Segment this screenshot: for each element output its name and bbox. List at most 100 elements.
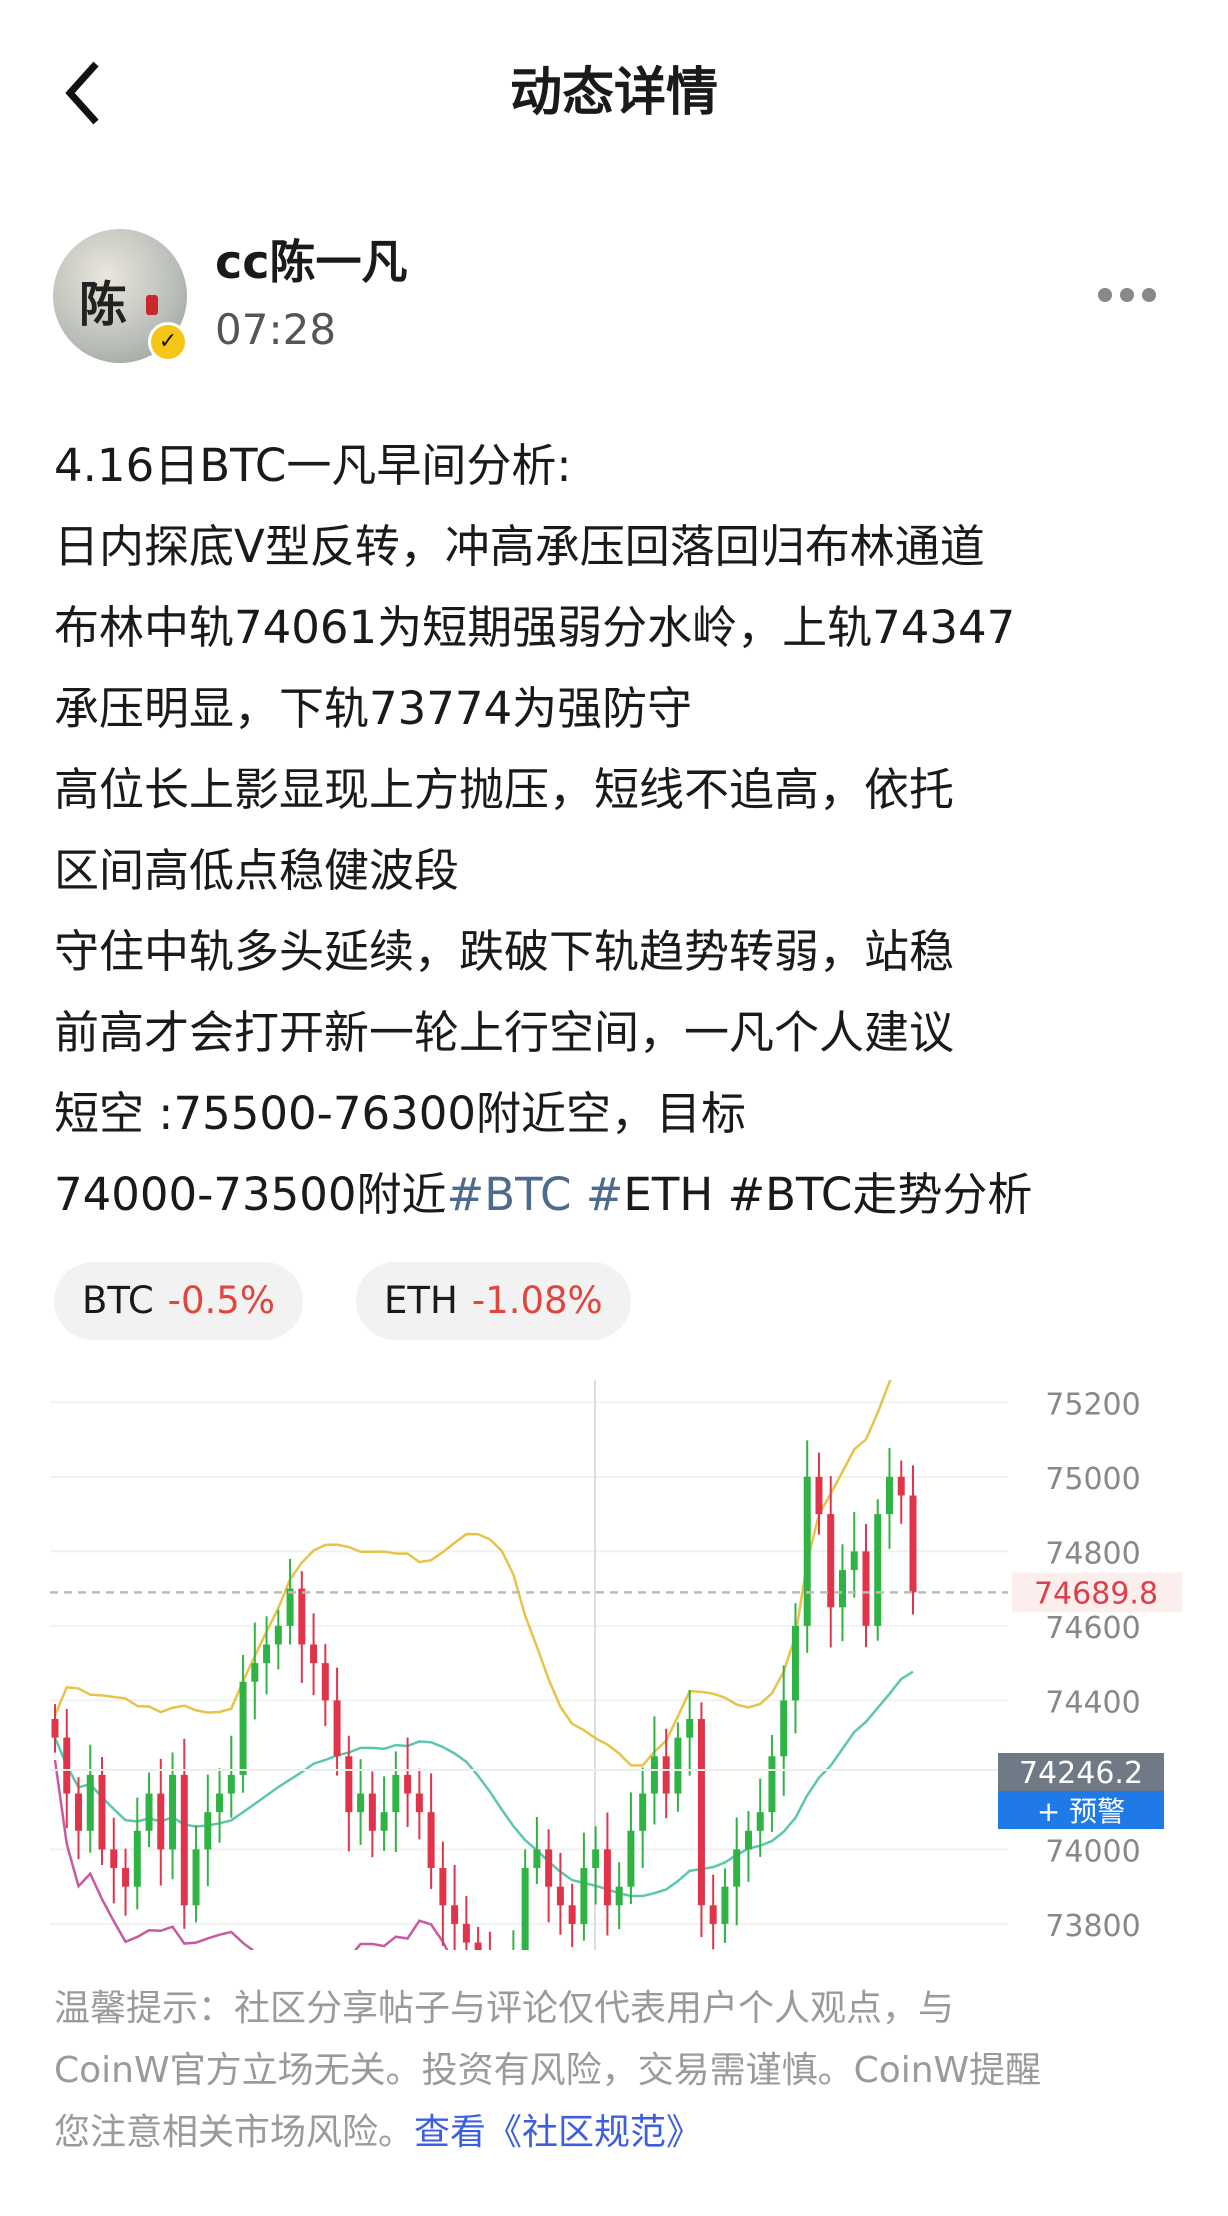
post-line: 4.16日BTC一凡早间分析: — [54, 439, 572, 492]
candle-body — [627, 1830, 635, 1887]
candle-body — [862, 1551, 870, 1626]
middle-band-line — [53, 1670, 914, 1898]
candle-body — [169, 1774, 177, 1850]
candle-body — [885, 1476, 893, 1515]
candle-body — [204, 1812, 212, 1850]
post-line: 布林中轨74061为短期强弱分水岭，上轨74347 — [54, 601, 1016, 654]
candle-body — [321, 1663, 329, 1701]
community-rules-link[interactable]: 查看《社区规范》 — [414, 2112, 703, 2153]
candle-body — [227, 1774, 235, 1794]
candle-body — [86, 1774, 94, 1831]
y-tick-label: 73800 — [1045, 1909, 1140, 1944]
candle-body — [521, 1868, 529, 1950]
candle-body — [780, 1700, 788, 1757]
candle-body — [674, 1737, 682, 1794]
page-title: 动态详情 — [509, 63, 718, 123]
candle-body — [791, 1625, 799, 1701]
post-line: 高位长上影显现上方抛压，短线不追高，依托 — [54, 763, 955, 816]
candle-body — [51, 1719, 59, 1738]
candle-body — [897, 1476, 905, 1496]
chip-btc[interactable]: BTC -0.5% — [54, 1262, 304, 1340]
post-line: 日内探底V型反转，冲高承压回落回归布林通道 — [54, 520, 985, 573]
candle-body — [157, 1793, 165, 1850]
post-line: 承压明显，下轨73774为强防守 — [54, 682, 693, 735]
candle-body — [75, 1793, 83, 1831]
candle-body — [392, 1774, 400, 1813]
author-name[interactable]: cc陈一凡 — [215, 235, 408, 289]
candle-body — [263, 1644, 271, 1664]
dot-icon — [1142, 288, 1156, 302]
post-text: 74000-73500附近 — [54, 1168, 447, 1221]
disclaimer: 温馨提示：社区分享帖子与评论仅代表用户个人观点，与 CoinW官方立场无关。投资… — [54, 1978, 1194, 2164]
upper-band-line — [53, 1380, 892, 1767]
post-content: 4.16日BTC一凡早间分析: 日内探底V型反转，冲高承压回落回归布林通道 布林… — [54, 425, 1194, 1235]
current-price-label: 74689.8 — [1034, 1576, 1158, 1611]
candle-body — [216, 1793, 224, 1813]
candle-body — [122, 1868, 130, 1887]
candle-body — [686, 1719, 694, 1738]
candle-body — [592, 1849, 600, 1869]
back-button[interactable] — [58, 58, 108, 128]
candle-body — [474, 1942, 482, 1950]
candle-body — [533, 1849, 541, 1869]
price-chart: 75200 75000 74800 74600 74400 74000 73800 74689… — [50, 1380, 1182, 1950]
dot-icon — [1098, 288, 1112, 302]
candle-body — [556, 1886, 564, 1906]
crosshair-price-tag — [998, 1753, 1164, 1791]
candle-body — [310, 1644, 318, 1664]
candle-body — [721, 1886, 729, 1924]
candle-body — [274, 1625, 282, 1645]
candle-body — [63, 1737, 71, 1794]
candle-body — [286, 1588, 294, 1626]
post-line: 前高才会打开新一轮上行空间，一凡个人建议 — [54, 1006, 955, 1059]
candle-body — [451, 1905, 459, 1924]
candle-body — [333, 1700, 341, 1757]
chip-eth[interactable]: ETH -1.08% — [356, 1262, 631, 1340]
candle-body — [815, 1476, 823, 1515]
chip-change: -1.08% — [471, 1279, 603, 1322]
verified-badge-icon: ✓ — [148, 322, 188, 362]
candle-body — [545, 1849, 553, 1887]
candle-body — [568, 1905, 576, 1924]
candle-body — [603, 1849, 611, 1906]
y-tick-label: 74400 — [1045, 1685, 1140, 1720]
candle-body — [744, 1830, 752, 1850]
y-tick-label: 74000 — [1045, 1834, 1140, 1869]
y-tick-label: 75000 — [1045, 1462, 1140, 1497]
candle-body — [239, 1681, 247, 1775]
post-line: 短空 :75500-76300附近空，目标 — [54, 1087, 747, 1140]
post-line: 区间高低点稳健波段 — [54, 844, 460, 897]
alert-button-label[interactable]: + 预警 — [1037, 1795, 1125, 1828]
candle-body — [850, 1551, 858, 1570]
hashtag-text[interactable]: ETH #BTC走势分析 — [623, 1168, 1033, 1221]
candle-body — [145, 1793, 153, 1831]
candle-body — [427, 1812, 435, 1869]
candle-body — [803, 1476, 811, 1626]
alert-button[interactable] — [998, 1791, 1164, 1829]
candle-body — [133, 1830, 141, 1887]
chip-symbol: ETH — [384, 1279, 458, 1322]
avatar-seal — [146, 295, 158, 315]
candle-body — [192, 1849, 200, 1906]
candle-body — [827, 1514, 835, 1608]
y-tick-label: 74600 — [1045, 1611, 1140, 1646]
candle-body — [733, 1849, 741, 1887]
post-line-last: 74000-73500附近#BTC #ETH #BTC走势分析 — [54, 1154, 1194, 1235]
avatar-character: 陈 — [79, 277, 128, 333]
more-options-button[interactable] — [1098, 283, 1162, 307]
candle-body — [462, 1923, 470, 1943]
candle-body — [709, 1905, 717, 1924]
dot-icon — [1120, 288, 1134, 302]
candle-body — [251, 1663, 259, 1682]
hashtag-link[interactable]: #BTC # — [446, 1168, 624, 1221]
candle-body — [439, 1868, 447, 1906]
candle-body — [415, 1793, 423, 1813]
candle-body — [404, 1774, 412, 1794]
lower-band-line — [53, 1759, 449, 1950]
candle-body — [357, 1793, 365, 1813]
candle-body — [180, 1774, 188, 1906]
candle-body — [768, 1756, 776, 1813]
candle-body — [298, 1588, 306, 1645]
plot-area — [51, 1380, 917, 1950]
candle-body — [697, 1719, 705, 1906]
